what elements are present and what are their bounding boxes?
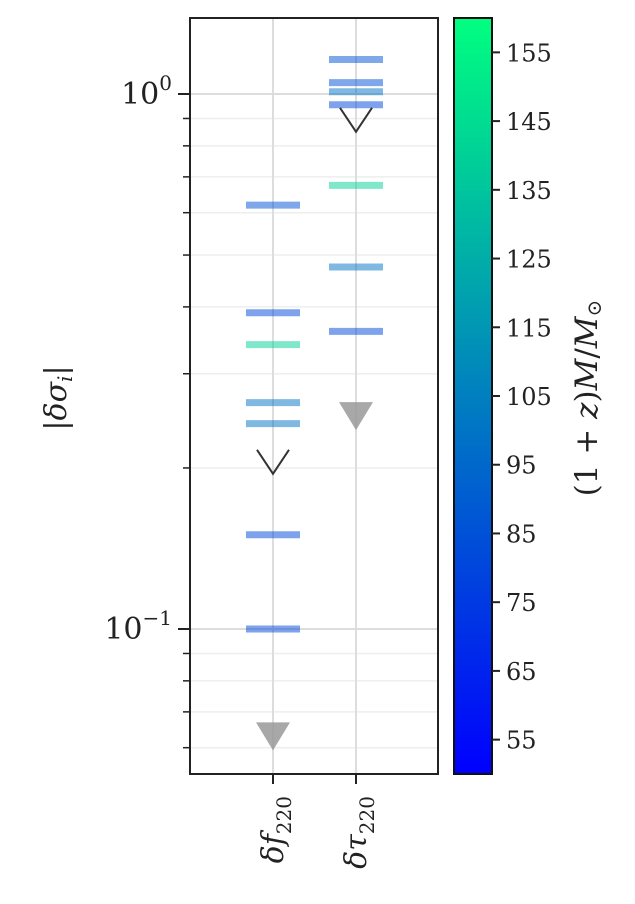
colorbar-tick-label: 95 <box>506 452 537 480</box>
x-axis: δf220 δτ220 <box>256 774 379 869</box>
colorbar-ticks: 55 65 75 85 95 105 115 125 135 145 155 <box>492 39 552 755</box>
colorbar-label: (1 + z)M/M⊙ <box>569 300 606 497</box>
colorbar-tick-label: 75 <box>506 589 537 617</box>
grid-lines <box>190 18 438 774</box>
y-tick-label: 100 <box>121 71 172 112</box>
colorbar-tick-label: 125 <box>506 246 552 274</box>
colorbar-tick-label: 145 <box>506 108 552 136</box>
y-axis: 100 10−1 <box>104 71 190 749</box>
colorbar-tick-label: 105 <box>506 383 552 411</box>
plot-frame <box>189 17 439 775</box>
upper-limit-filled-marker <box>256 722 290 751</box>
markers-layer <box>246 56 383 751</box>
upper-limit-filled-marker <box>339 402 373 431</box>
colorbar-tick-label: 65 <box>506 658 537 686</box>
colorbar-tick-label: 115 <box>506 314 552 342</box>
colorbar-tick-label: 155 <box>506 39 552 67</box>
colorbar-tick-label: 85 <box>506 520 537 548</box>
upper-limit-open-marker <box>339 107 373 134</box>
y-axis-label: |δσi| <box>39 365 77 430</box>
colorbar-tick-label: 55 <box>506 727 537 755</box>
x-tick-label-dtau220: δτ220 <box>339 796 379 869</box>
x-tick-label-df220: δf220 <box>256 796 296 863</box>
upper-limit-open-marker <box>256 449 290 476</box>
colorbar-tick-label: 135 <box>506 177 552 205</box>
y-tick-label: 10−1 <box>104 606 172 647</box>
colorbar <box>453 17 493 775</box>
